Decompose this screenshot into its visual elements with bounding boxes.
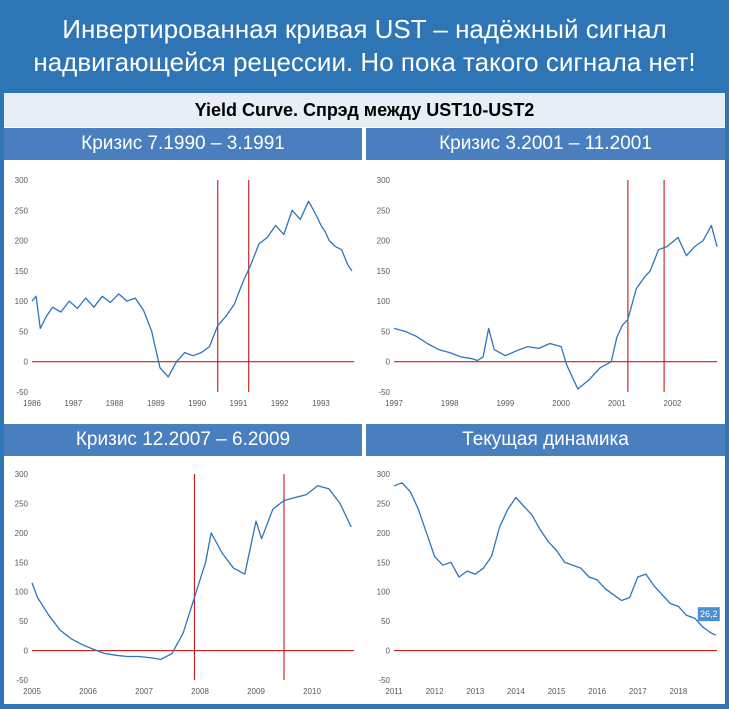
y-tick-label: 250: [15, 206, 29, 215]
y-tick-label: 300: [15, 176, 29, 185]
y-tick-label: 0: [386, 358, 391, 367]
spread-series-line: [31, 485, 352, 661]
y-tick-label: 150: [15, 558, 29, 567]
y-tick-label: 200: [377, 237, 391, 246]
x-tick-label: 2007: [135, 687, 153, 696]
x-tick-label: 1991: [230, 399, 248, 408]
last-value-badge: [697, 607, 720, 622]
x-tick-label: 1997: [385, 399, 403, 408]
y-tick-label: 50: [19, 617, 28, 626]
x-tick-label: 2017: [629, 687, 647, 696]
x-tick-label: 2015: [548, 687, 566, 696]
x-tick-label: 2006: [79, 687, 97, 696]
x-tick-label: 1987: [64, 399, 82, 408]
panel-title-3: Кризис 12.2007 – 6.2009: [4, 424, 362, 456]
x-tick-label: 1999: [496, 399, 514, 408]
x-tick-label: 2010: [303, 687, 321, 696]
x-tick-label: 2005: [23, 687, 41, 696]
y-tick-label: 0: [386, 647, 391, 656]
page-title-text: Инвертированная кривая UST – надёжный си…: [33, 14, 696, 77]
x-tick-label: 2011: [385, 687, 403, 696]
y-tick-label: 250: [15, 499, 29, 508]
x-tick-label: 2008: [191, 687, 209, 696]
y-tick-label: 100: [377, 297, 391, 306]
x-tick-label: 2001: [608, 399, 626, 408]
y-tick-label: 50: [381, 617, 390, 626]
chart-panel-1990: -50 0 50 100 150 200 250 300 1986 1987 1988 1989 199…: [4, 164, 362, 416]
panel-title-4: Текущая динамика: [366, 424, 725, 456]
y-tick-label: 50: [19, 327, 28, 336]
x-tick-label: 2000: [552, 399, 570, 408]
y-tick-label: 150: [15, 267, 29, 276]
y-tick-label: -50: [16, 388, 28, 397]
y-tick-label: 250: [377, 499, 391, 508]
y-tick-label: -50: [378, 676, 390, 685]
chart-panel-2008: -50 0 50 100 150 200 250 300 2005 2006 2007 2008 200…: [4, 458, 362, 704]
spread-series-line: [393, 482, 717, 636]
chart-1990: -50 0 50 100 150 200 250 300 1986 1987 1988 1989 199…: [15, 176, 354, 408]
x-tick-label: 2016: [588, 687, 606, 696]
x-tick-label: 2002: [664, 399, 682, 408]
x-tick-label: 1986: [23, 399, 41, 408]
panel-title-1: Кризис 7.1990 – 3.1991: [4, 128, 362, 160]
y-tick-label: 100: [377, 588, 391, 597]
y-tick-label: 200: [15, 237, 29, 246]
y-tick-label: 50: [381, 327, 390, 336]
y-tick-label: 300: [377, 176, 391, 185]
page-title: Инвертированная кривая UST – надёжный си…: [0, 0, 729, 92]
x-tick-label: 1993: [312, 399, 330, 408]
chart-current: -50 0 50 100 150 200 250 300 2011 2012 2013 2014 201…: [377, 470, 720, 696]
spread-series-line: [393, 224, 718, 390]
y-tick-label: 0: [24, 647, 29, 656]
y-tick-label: -50: [378, 388, 390, 397]
y-tick-label: 300: [15, 470, 29, 479]
chart-2001: -50 0 50 100 150 200 250 300 1997 1998 1999 2000 200…: [377, 176, 718, 408]
x-tick-label: 2018: [670, 687, 688, 696]
y-tick-label: 150: [377, 558, 391, 567]
spread-series-line: [31, 200, 353, 378]
x-tick-label: 1989: [147, 399, 165, 408]
x-tick-label: 2012: [426, 687, 444, 696]
x-tick-label: 1992: [271, 399, 289, 408]
chart-panel-2001: -50 0 50 100 150 200 250 300 1997 1998 1999 2000 200…: [366, 164, 725, 416]
y-tick-label: 200: [15, 529, 29, 538]
x-tick-label: 1998: [441, 399, 459, 408]
y-tick-label: 100: [15, 588, 29, 597]
y-tick-label: 150: [377, 267, 391, 276]
chart-subtitle: Yield Curve. Спрэд между UST10-UST2: [4, 93, 725, 127]
x-tick-label: 2009: [247, 687, 265, 696]
panel-title-2: Кризис 3.2001 – 11.2001: [366, 128, 725, 160]
last-value-label: 26,2: [700, 609, 718, 619]
chart-2008: -50 0 50 100 150 200 250 300 2005 2006 2007 2008 200…: [15, 470, 354, 696]
x-tick-label: 2014: [507, 687, 525, 696]
y-tick-label: -50: [16, 676, 28, 685]
y-tick-label: 100: [15, 297, 29, 306]
x-tick-label: 1988: [106, 399, 124, 408]
chart-panel-current: -50 0 50 100 150 200 250 300 2011 2012 2013 2014 201…: [366, 458, 725, 704]
y-tick-label: 250: [377, 206, 391, 215]
x-tick-label: 1990: [188, 399, 206, 408]
y-tick-label: 0: [24, 358, 29, 367]
x-tick-label: 2013: [466, 687, 484, 696]
y-tick-label: 200: [377, 529, 391, 538]
y-tick-label: 300: [377, 470, 391, 479]
